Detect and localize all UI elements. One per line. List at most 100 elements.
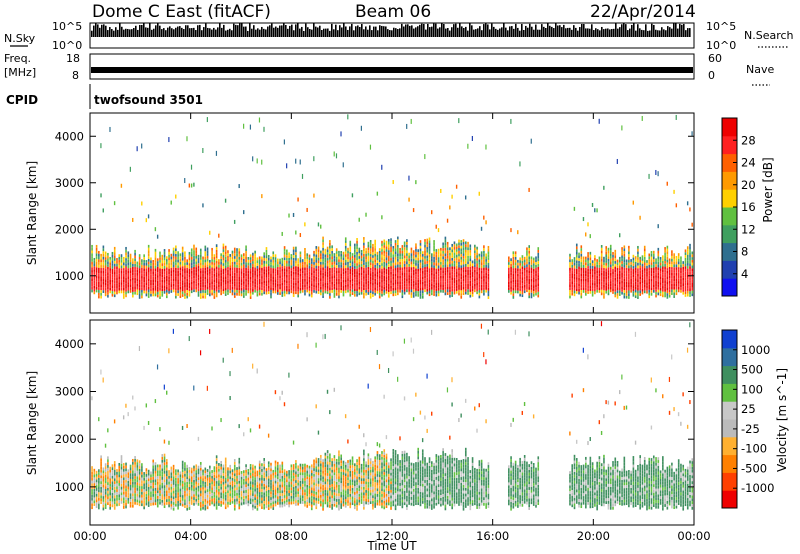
range-cell: [231, 292, 234, 296]
range-cell: [476, 257, 478, 261]
range-cell: [197, 268, 200, 272]
range-cell: [113, 260, 116, 264]
range-cell: [381, 164, 383, 170]
range-cell: [385, 282, 388, 286]
range-cell: [247, 259, 250, 263]
range-cell: [363, 295, 365, 299]
range-cell: [152, 473, 155, 477]
range-cell: [136, 493, 139, 497]
range-cell: [188, 293, 191, 297]
range-cell: [455, 276, 458, 280]
range-cell: [286, 274, 288, 278]
range-cell: [664, 283, 666, 287]
range-cell: [272, 287, 275, 291]
range-cell: [132, 484, 134, 488]
range-cell: [134, 272, 136, 276]
range-cell: [392, 254, 395, 258]
range-cell: [150, 500, 152, 503]
range-cell: [467, 143, 469, 149]
range-cell: [480, 259, 483, 263]
range-cell: [424, 253, 426, 256]
range-cell: [387, 264, 390, 267]
range-cell: [360, 261, 363, 264]
range-cell: [421, 279, 424, 282]
range-cell: [161, 491, 164, 495]
range-cell: [317, 266, 320, 269]
range-cell: [657, 171, 659, 177]
range-cell: [372, 285, 374, 289]
range-cell: [315, 265, 318, 269]
range-cell: [152, 287, 155, 291]
range-cell: [295, 230, 297, 235]
range-cell: [163, 279, 166, 283]
range-cell: [378, 281, 381, 285]
range-cell: [213, 284, 216, 288]
range-cell: [519, 265, 521, 269]
range-cell: [152, 496, 155, 500]
range-cell: [331, 256, 333, 260]
range-cell: [263, 291, 265, 295]
colorbar-tick-label: 12: [741, 222, 756, 236]
range-cell: [227, 292, 229, 295]
range-cell: [204, 270, 207, 274]
range-cell: [136, 496, 139, 500]
range-cell: [177, 259, 179, 263]
range-cell: [437, 228, 440, 233]
range-cell: [166, 256, 168, 260]
range-cell: [132, 291, 134, 295]
range-cell: [528, 270, 531, 274]
range-cell: [308, 288, 311, 291]
nsky-bar: [677, 28, 679, 37]
nsky-bar: [513, 28, 515, 37]
range-cell: [233, 247, 236, 251]
range-cell: [313, 284, 315, 288]
range-cell: [451, 269, 453, 272]
range-cell: [93, 285, 96, 289]
range-cell: [582, 270, 585, 274]
range-cell: [145, 293, 148, 297]
range-cell: [401, 267, 404, 271]
range-cell: [575, 279, 578, 283]
range-cell: [111, 268, 114, 272]
range-cell: [431, 270, 433, 273]
range-cell: [159, 498, 161, 502]
range-cell: [632, 265, 635, 269]
range-cell: [141, 471, 143, 475]
range-cell: [455, 184, 458, 189]
range-cell: [668, 266, 671, 270]
range-cell: [122, 494, 125, 498]
range-cell: [138, 483, 141, 487]
range-cell: [240, 254, 243, 258]
range-cell: [179, 261, 182, 265]
range-cell: [313, 281, 315, 285]
range-cell: [446, 292, 449, 295]
range-cell: [265, 288, 268, 292]
range-cell: [315, 262, 318, 266]
range-cell: [159, 273, 161, 277]
range-cell: [691, 287, 694, 291]
range-cell: [111, 288, 114, 292]
range-cell: [458, 245, 460, 248]
nsky-bar: [331, 23, 333, 37]
range-cell: [193, 266, 195, 270]
range-cell: [612, 260, 614, 264]
range-cell: [616, 273, 619, 277]
range-cell: [329, 290, 331, 294]
range-cell: [666, 281, 669, 285]
range-cell: [442, 262, 444, 265]
range-cell: [632, 254, 635, 258]
range-cell: [619, 284, 621, 288]
range-cell: [199, 251, 202, 255]
range-cell: [109, 472, 111, 476]
range-cell: [338, 259, 340, 263]
range-cell: [138, 290, 141, 294]
range-cell: [363, 253, 365, 257]
range-cell: [383, 267, 386, 271]
range-cell: [378, 290, 381, 293]
nsky-bar: [571, 29, 573, 37]
range-cell: [537, 283, 540, 287]
range-cell: [331, 276, 333, 279]
range-cell: [281, 257, 284, 261]
range-cell: [589, 268, 592, 272]
range-cell: [526, 283, 528, 287]
